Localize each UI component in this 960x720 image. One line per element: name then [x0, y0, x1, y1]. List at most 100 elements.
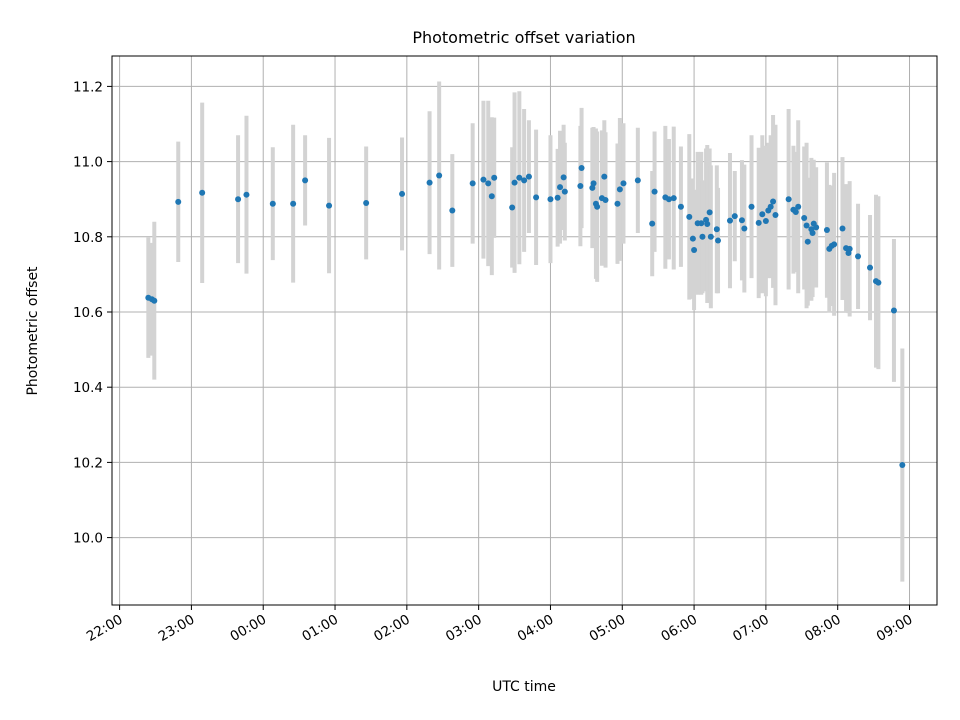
x-tick-label: 08:00	[802, 612, 844, 645]
data-point	[560, 174, 567, 181]
plot-frame	[111, 55, 938, 606]
data-point	[715, 237, 722, 244]
data-point	[691, 246, 698, 253]
chart-title: Photometric offset variation	[412, 28, 635, 47]
data-point	[890, 307, 897, 314]
y-tick-label: 10.8	[73, 230, 103, 246]
x-axis-ticks: 22:00 23:00 00:00 01:00 02:00 03:00 04:00 05:00…	[84, 605, 916, 645]
data-point	[726, 217, 733, 224]
data-point	[686, 213, 693, 220]
data-point	[269, 200, 276, 207]
x-tick-label: 03:00	[443, 612, 485, 645]
data-point	[738, 217, 745, 224]
y-axis-ticks: 10.0 10.2 10.4 10.6 10.8 11.0 11.2	[73, 79, 112, 547]
y-axis-label: Photometric offset	[25, 266, 41, 396]
data-point	[698, 220, 705, 227]
data-point	[601, 173, 608, 180]
x-tick-label: 00:00	[228, 612, 270, 645]
data-point	[235, 196, 242, 203]
x-tick-label: 23:00	[156, 612, 198, 645]
data-point	[326, 202, 333, 209]
data-point	[175, 198, 182, 205]
data-point	[577, 183, 584, 190]
data-point	[363, 199, 370, 206]
data-point	[521, 177, 528, 184]
data-point	[491, 174, 498, 181]
data-point	[602, 196, 609, 203]
x-tick-label: 09:00	[874, 612, 916, 645]
x-tick-label: 22:00	[84, 612, 126, 645]
x-tick-label: 01:00	[299, 612, 341, 645]
data-point	[831, 241, 838, 248]
data-point	[399, 190, 406, 197]
data-point	[699, 233, 706, 240]
data-point	[741, 225, 748, 232]
data-point	[875, 279, 882, 286]
data-point	[554, 194, 561, 201]
data-point	[809, 230, 816, 237]
x-tick-label: 02:00	[371, 612, 413, 645]
data-point	[533, 194, 540, 201]
x-tick-label: 06:00	[658, 612, 700, 645]
data-point	[804, 238, 811, 245]
data-point	[803, 222, 810, 229]
y-tick-label: 11.0	[73, 155, 103, 171]
y-tick-label: 10.0	[73, 531, 103, 547]
data-point	[704, 221, 711, 228]
data-points	[145, 164, 906, 469]
data-point	[670, 195, 677, 202]
data-point	[801, 215, 808, 221]
x-tick-label: 04:00	[515, 612, 557, 645]
data-point	[488, 193, 495, 200]
data-point	[620, 180, 627, 187]
data-point	[614, 200, 621, 207]
data-point	[867, 264, 874, 271]
data-point	[578, 164, 585, 171]
data-point	[899, 462, 906, 469]
data-point	[436, 172, 443, 179]
data-point	[516, 174, 523, 181]
data-point	[199, 189, 206, 196]
data-point	[151, 297, 158, 304]
data-point	[689, 235, 696, 242]
data-point	[557, 184, 564, 191]
data-point	[677, 203, 684, 210]
y-tick-label: 10.2	[73, 455, 103, 471]
x-tick-label: 05:00	[587, 612, 629, 645]
data-point	[759, 211, 766, 218]
data-point	[290, 200, 297, 207]
data-point	[480, 176, 487, 183]
y-tick-label: 10.4	[73, 380, 103, 396]
data-point	[426, 179, 433, 186]
y-tick-label: 11.2	[73, 79, 103, 95]
x-axis-label: UTC time	[492, 679, 556, 695]
data-point	[839, 225, 846, 232]
data-point	[706, 209, 713, 216]
data-point	[509, 204, 516, 211]
error-bars	[146, 81, 905, 582]
data-point	[762, 218, 769, 225]
data-point	[547, 196, 554, 203]
data-point	[755, 219, 762, 226]
data-point	[589, 184, 596, 191]
data-point	[485, 180, 492, 187]
data-point	[767, 203, 774, 210]
data-point	[772, 211, 779, 218]
data-point	[823, 227, 830, 234]
data-point	[590, 180, 597, 187]
data-point	[795, 203, 802, 210]
data-point	[855, 253, 862, 260]
data-point	[649, 220, 656, 227]
data-point	[243, 191, 250, 198]
data-point	[713, 226, 720, 233]
data-point	[748, 203, 755, 210]
data-point	[561, 188, 568, 195]
data-point	[449, 207, 456, 214]
data-point	[634, 177, 641, 184]
data-point	[813, 224, 820, 231]
data-point	[731, 213, 738, 220]
data-point	[616, 186, 623, 193]
data-point	[846, 245, 853, 252]
data-point	[707, 233, 714, 240]
